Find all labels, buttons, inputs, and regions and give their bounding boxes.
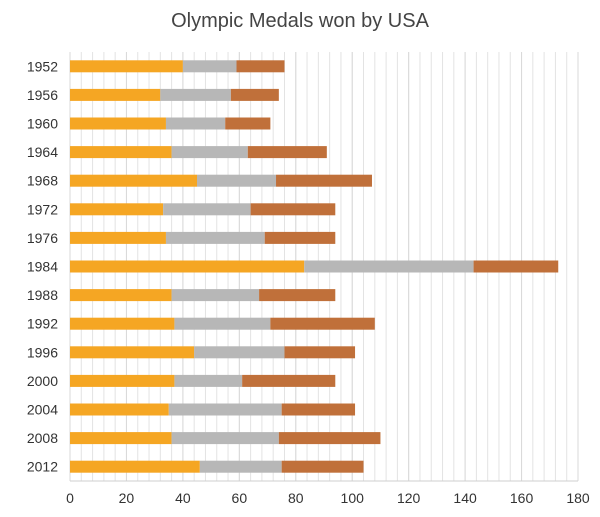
bar-silver-1992 [174, 317, 271, 330]
bar-silver-2000 [174, 374, 243, 387]
y-tick-label: 1976 [27, 230, 58, 246]
y-tick-label: 1996 [27, 344, 58, 360]
bar-gold-1964 [70, 146, 172, 159]
bar-gold-1960 [70, 117, 166, 130]
bar-bronze-2004 [281, 403, 356, 416]
x-tick-label: 80 [288, 490, 304, 506]
x-tick-label: 120 [397, 490, 421, 506]
x-tick-label: 140 [453, 490, 477, 506]
bar-bronze-1972 [250, 203, 336, 216]
x-tick-label: 160 [510, 490, 534, 506]
bar-bronze-1956 [230, 88, 279, 101]
y-tick-label: 2008 [27, 430, 58, 446]
bar-gold-1992 [70, 317, 175, 330]
bar-gold-1952 [70, 60, 183, 73]
bar-bronze-1964 [247, 146, 327, 159]
y-tick-label: 1960 [27, 116, 58, 132]
y-tick-label: 1972 [27, 201, 58, 217]
bar-bronze-1996 [284, 346, 356, 359]
x-tick-label: 60 [232, 490, 248, 506]
bar-bronze-1960 [225, 117, 271, 130]
y-tick-label: 1956 [27, 87, 58, 103]
y-tick-label: 2004 [27, 402, 58, 418]
bars-layer [70, 60, 559, 473]
bar-gold-1988 [70, 289, 172, 302]
bar-silver-1960 [165, 117, 226, 130]
y-tick-label: 1964 [27, 144, 58, 160]
bar-silver-2004 [168, 403, 282, 416]
x-tick-label: 20 [119, 490, 135, 506]
bar-gold-1972 [70, 203, 164, 216]
bar-silver-2012 [199, 460, 282, 473]
bar-silver-1972 [163, 203, 251, 216]
bar-silver-2008 [171, 432, 279, 445]
bar-bronze-2000 [242, 374, 336, 387]
bar-gold-2012 [70, 460, 200, 473]
bar-silver-1964 [171, 146, 248, 159]
x-tick-label: 0 [66, 490, 74, 506]
bar-gold-1984 [70, 260, 305, 273]
bar-silver-1968 [197, 174, 277, 187]
axis-layer: 0 20 40 60 80 100 120 140 160 180 1952 1956 1960 1964… [27, 58, 590, 506]
y-tick-label: 1992 [27, 316, 58, 332]
bar-silver-1976 [165, 231, 265, 244]
bar-gold-1968 [70, 174, 197, 187]
y-tick-label: 1988 [27, 287, 58, 303]
y-tick-label: 1952 [27, 58, 58, 74]
bar-gold-1976 [70, 231, 166, 244]
bar-silver-1996 [194, 346, 285, 359]
bar-gold-2008 [70, 432, 172, 445]
bar-bronze-1984 [473, 260, 559, 273]
bar-silver-1952 [182, 60, 237, 73]
y-tick-label: 1984 [27, 259, 58, 275]
y-tick-label: 2012 [27, 459, 58, 475]
bar-gold-1996 [70, 346, 195, 359]
bar-bronze-2012 [281, 460, 364, 473]
bar-silver-1988 [171, 289, 260, 302]
bar-gold-2004 [70, 403, 169, 416]
bar-gold-2000 [70, 374, 175, 387]
bar-bronze-1968 [276, 174, 372, 187]
bar-silver-1984 [304, 260, 474, 273]
bar-gold-1956 [70, 88, 161, 101]
bar-bronze-1988 [259, 289, 336, 302]
y-tick-label: 1968 [27, 173, 58, 189]
y-tick-label: 2000 [27, 373, 58, 389]
bar-bronze-1952 [236, 60, 285, 73]
bar-bronze-1976 [264, 231, 336, 244]
x-tick-label: 100 [341, 490, 365, 506]
chart-title: Olympic Medals won by USA [171, 10, 429, 32]
bar-bronze-2008 [278, 432, 381, 445]
bar-silver-1956 [160, 88, 231, 101]
x-tick-label: 180 [566, 490, 590, 506]
x-tick-label: 40 [175, 490, 191, 506]
bar-bronze-1992 [270, 317, 375, 330]
